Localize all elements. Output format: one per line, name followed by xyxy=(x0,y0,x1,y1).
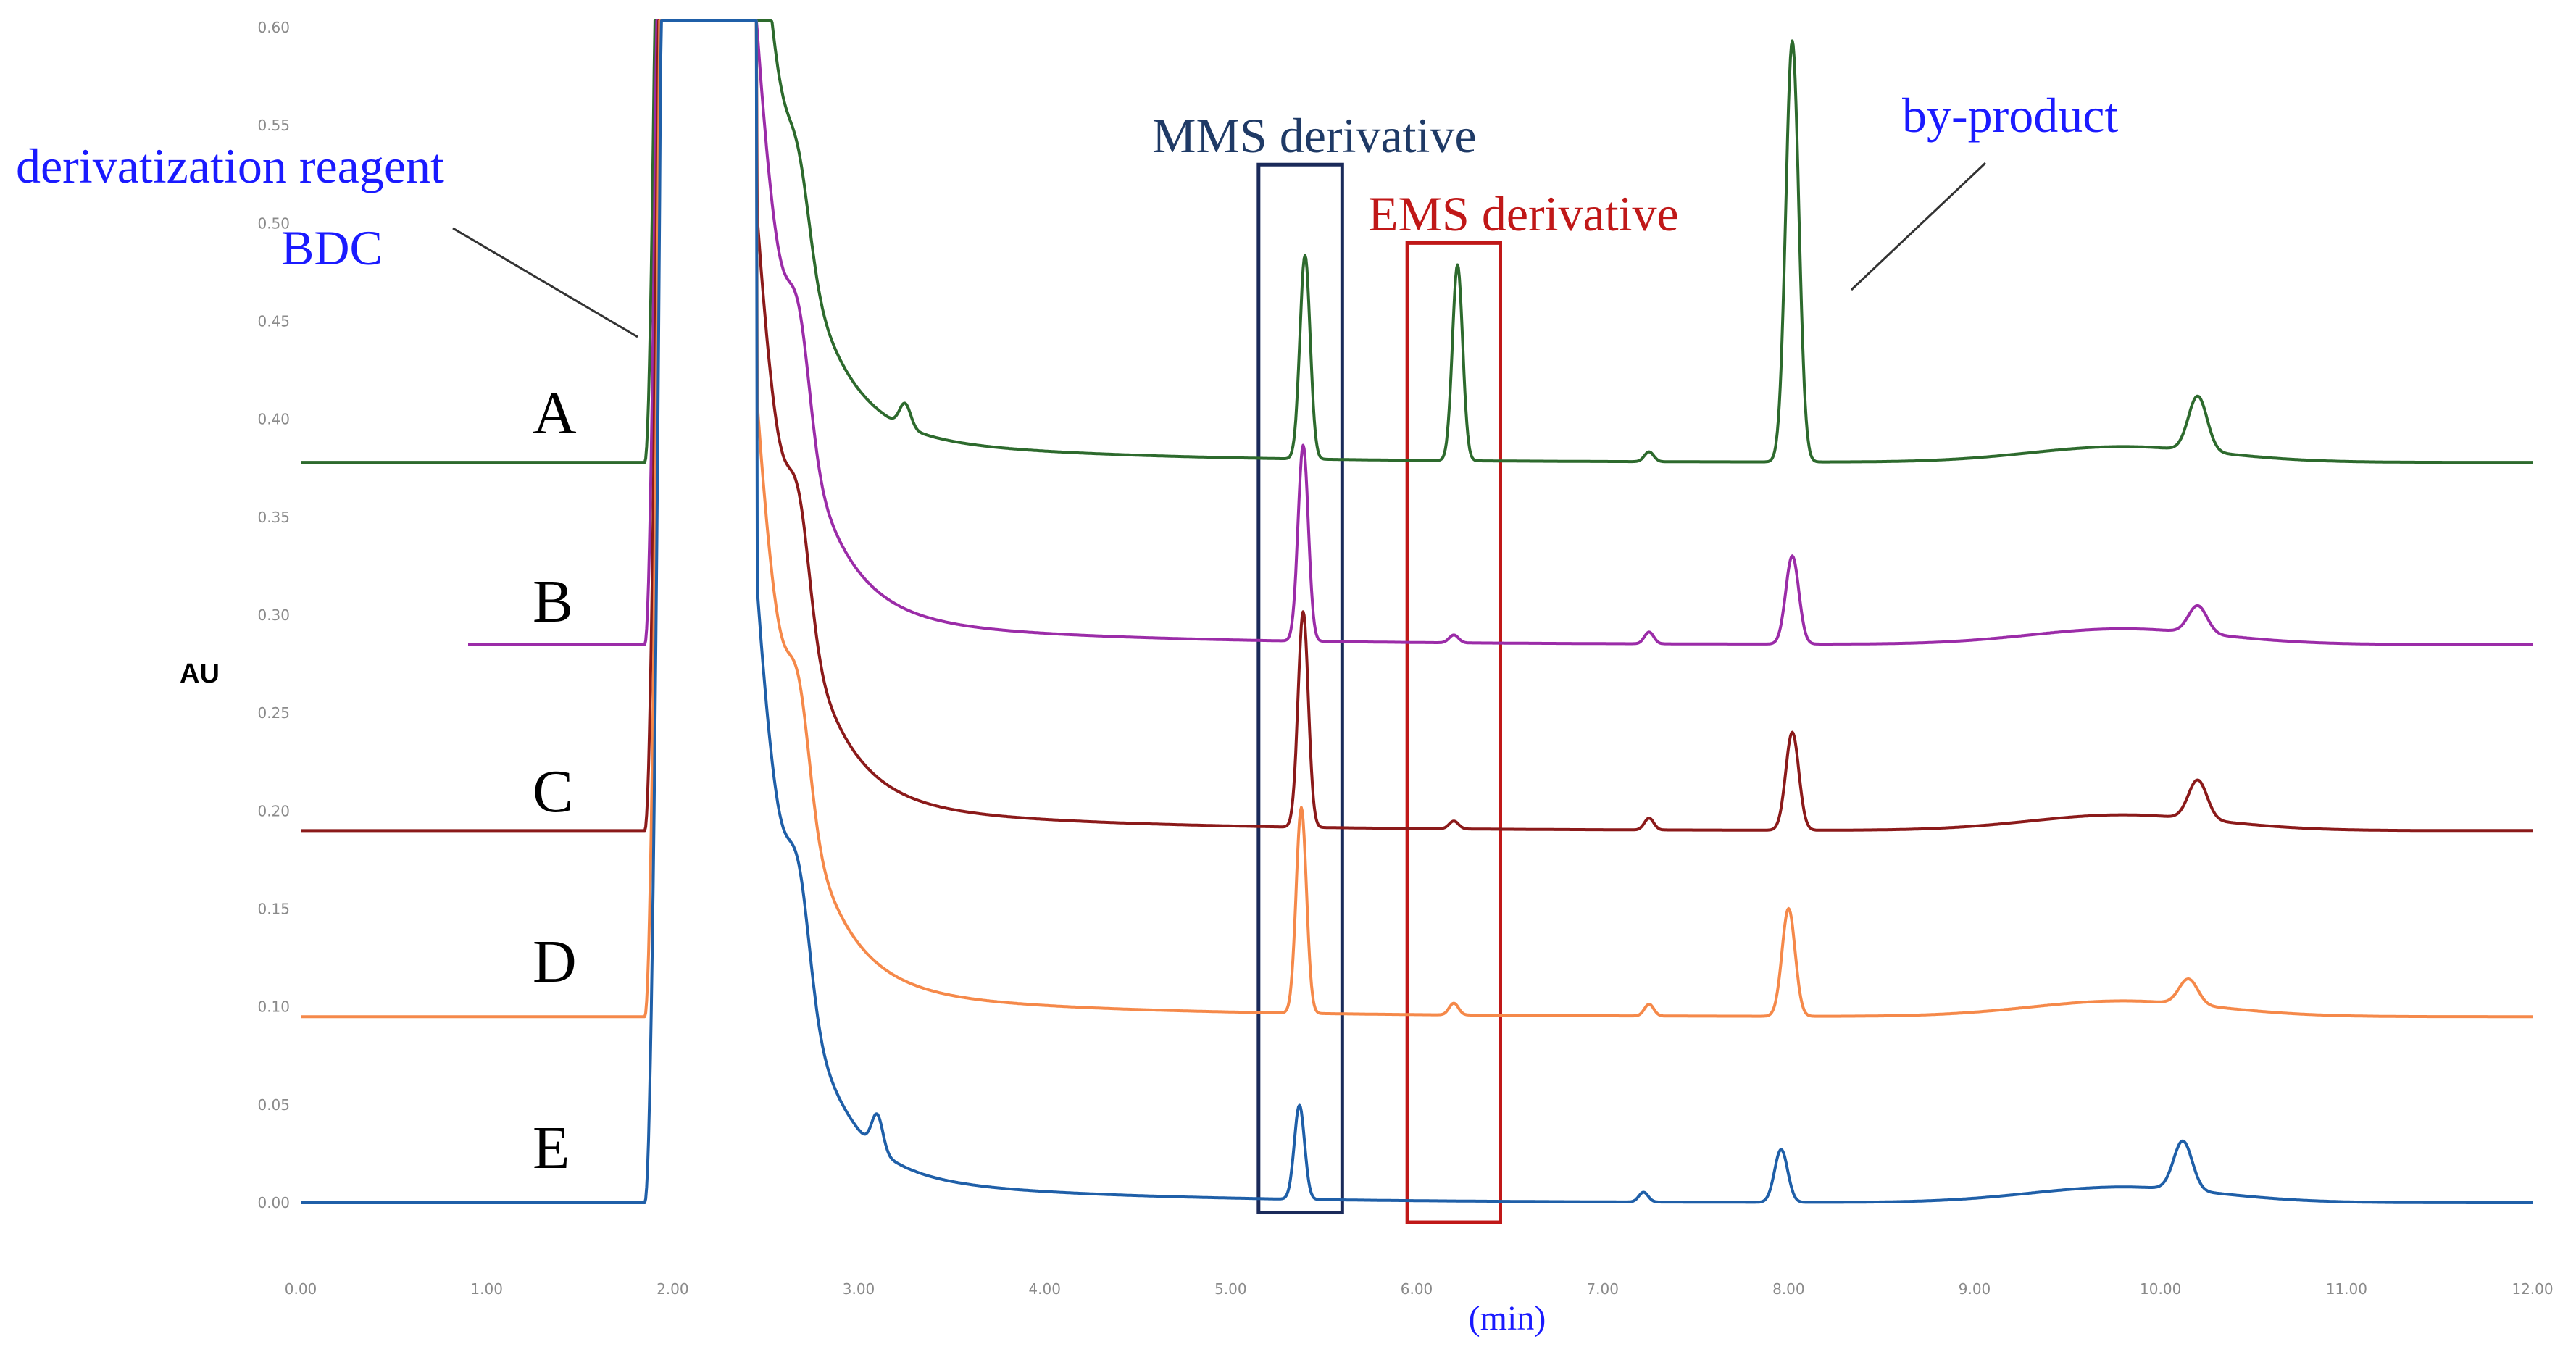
y-tick-label: 0.10 xyxy=(257,998,290,1016)
trace-d xyxy=(300,19,2533,1019)
y-axis-ticks: 0.00 0.05 0.10 0.15 0.20 0.25 0.30 0.35 0.40 0.45… xyxy=(257,19,290,1211)
x-axis-ticks: 0.00 1.00 2.00 3.00 4.00 5.00 6.00 7.00 8.00 9.00… xyxy=(285,1280,2554,1298)
mms-derivative-box xyxy=(1256,162,1344,1215)
y-tick-label: 0.20 xyxy=(257,802,290,819)
ems-annotation: EMS derivative xyxy=(1368,186,1679,241)
x-tick-label: 4.00 xyxy=(1028,1280,1061,1298)
x-tick-label: 6.00 xyxy=(1401,1280,1433,1298)
reagent-annotation-line1: derivatization reagent xyxy=(16,138,444,193)
y-tick-label: 0.45 xyxy=(257,313,290,330)
y-tick-label: 0.00 xyxy=(257,1194,290,1211)
y-tick-label: 0.50 xyxy=(257,214,290,232)
y-tick-label: 0.05 xyxy=(257,1096,290,1114)
trace-e xyxy=(300,19,2533,1204)
x-tick-label: 2.00 xyxy=(656,1280,689,1298)
x-tick-label: 9.00 xyxy=(1959,1280,1991,1298)
mms-annotation: MMS derivative xyxy=(1152,108,1477,163)
x-axis-label: (min) xyxy=(1469,1299,1546,1338)
trace-label-b: B xyxy=(533,568,573,635)
x-tick-label: 3.00 xyxy=(843,1280,875,1298)
x-tick-label: 11.00 xyxy=(2326,1280,2367,1298)
reagent-annotation-line2: BDC xyxy=(281,220,383,275)
ems-derivative-box xyxy=(1405,241,1502,1224)
x-tick-label: 10.00 xyxy=(2140,1280,2181,1298)
highlight-boxes xyxy=(1256,162,1502,1224)
trace-label-e: E xyxy=(533,1114,570,1182)
x-tick-label: 0.00 xyxy=(285,1280,317,1298)
x-tick-label: 12.00 xyxy=(2512,1280,2553,1298)
x-tick-label: 7.00 xyxy=(1586,1280,1619,1298)
y-tick-label: 0.30 xyxy=(257,606,290,624)
trace-label-a: A xyxy=(533,380,577,447)
y-axis-label: AU xyxy=(180,659,220,689)
x-tick-label: 1.00 xyxy=(470,1280,503,1298)
y-tick-label: 0.55 xyxy=(257,117,290,134)
x-tick-label: 8.00 xyxy=(1772,1280,1805,1298)
trace-b xyxy=(467,19,2533,646)
annotation-pointers xyxy=(452,162,1987,338)
x-tick-label: 5.00 xyxy=(1214,1280,1247,1298)
traces xyxy=(300,19,2533,1204)
reagent-pointer-line xyxy=(452,227,638,338)
y-tick-label: 0.35 xyxy=(257,509,290,526)
y-tick-label: 0.40 xyxy=(257,411,290,428)
y-tick-label: 0.15 xyxy=(257,901,290,918)
y-tick-label: 0.25 xyxy=(257,704,290,722)
byproduct-annotation: by-product xyxy=(1902,88,2118,143)
trace-label-c: C xyxy=(533,758,573,825)
y-tick-label: 0.60 xyxy=(257,19,290,36)
trace-label-d: D xyxy=(533,928,577,996)
byproduct-pointer-line xyxy=(1850,162,1987,291)
